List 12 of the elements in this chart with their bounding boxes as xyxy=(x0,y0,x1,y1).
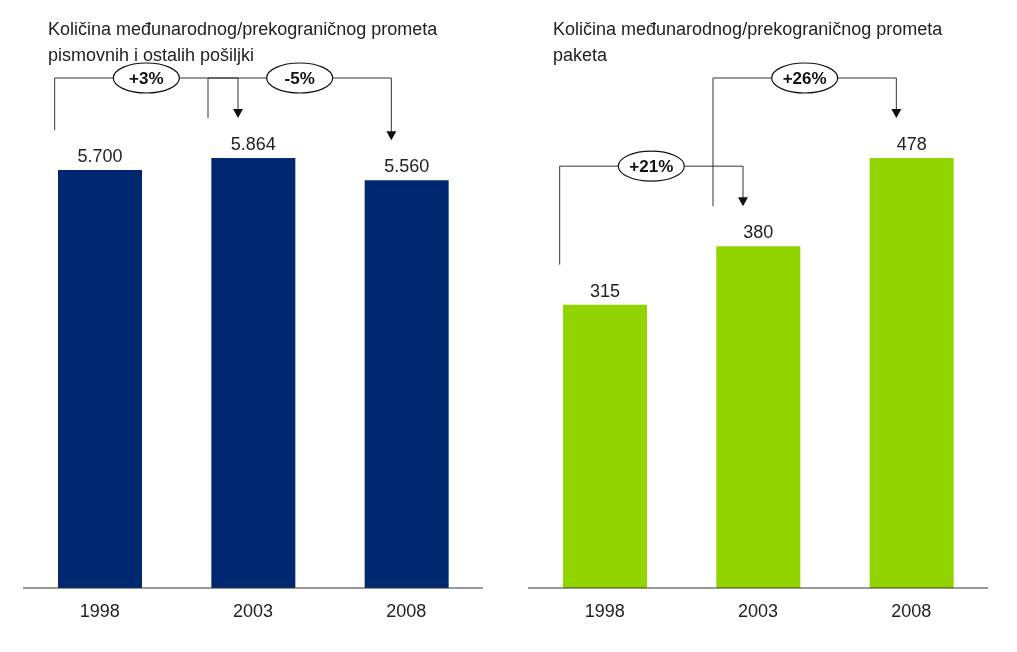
x-tick-label: 2003 xyxy=(232,600,274,621)
x-tick-label: 2008 xyxy=(386,600,427,621)
data-label: 5.560 xyxy=(384,156,430,177)
data-label: 5.700 xyxy=(77,146,123,167)
x-tick-label: 2003 xyxy=(737,600,779,621)
data-label: 315 xyxy=(589,280,621,301)
x-tick-label: 1998 xyxy=(79,600,120,621)
annotation: +21% xyxy=(629,157,674,177)
chart-title: Količina međunarodnog/prekograničnog prometa paketa xyxy=(553,18,944,67)
data-label: 478 xyxy=(896,134,927,154)
x-tick-label: 1998 xyxy=(584,600,625,621)
x-tick-label: 2008 xyxy=(891,600,932,621)
